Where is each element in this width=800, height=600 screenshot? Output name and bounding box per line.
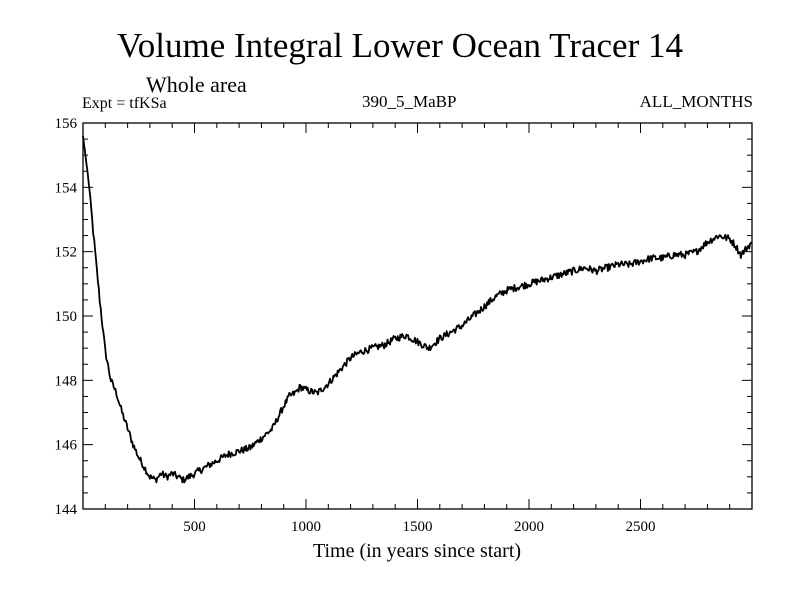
y-tick-label: 146 bbox=[55, 438, 78, 454]
y-tick-label: 148 bbox=[55, 373, 78, 389]
y-tick-label: 152 bbox=[55, 245, 78, 261]
series-line bbox=[82, 135, 753, 484]
x-tick-label: 1000 bbox=[291, 519, 321, 535]
x-axis-label: Time (in years since start) bbox=[313, 540, 521, 562]
y-tick-label: 154 bbox=[55, 180, 78, 196]
x-tick-label: 2500 bbox=[626, 519, 656, 535]
y-tick-label: 144 bbox=[55, 502, 78, 518]
plot-frame bbox=[82, 122, 753, 510]
chart-subtitle: Whole area bbox=[146, 72, 247, 97]
tick-labels-layer: 144 146 148 150 152 154 156 500 1000 1500 2000 2500 bbox=[55, 116, 656, 535]
months-label: ALL_MONTHS bbox=[639, 92, 753, 111]
experiment-label: Expt = tfKSa bbox=[82, 95, 167, 112]
chart-title: Volume Integral Lower Ocean Tracer 14 bbox=[117, 26, 683, 65]
run-label: 390_5_MaBP bbox=[362, 92, 457, 111]
x-tick-label: 1500 bbox=[403, 519, 433, 535]
x-tick-label: 2000 bbox=[514, 519, 544, 535]
x-tick-label: 500 bbox=[183, 519, 206, 535]
y-tick-label: 150 bbox=[55, 309, 78, 325]
y-tick-label: 156 bbox=[55, 116, 78, 132]
ticks-layer bbox=[83, 122, 752, 510]
